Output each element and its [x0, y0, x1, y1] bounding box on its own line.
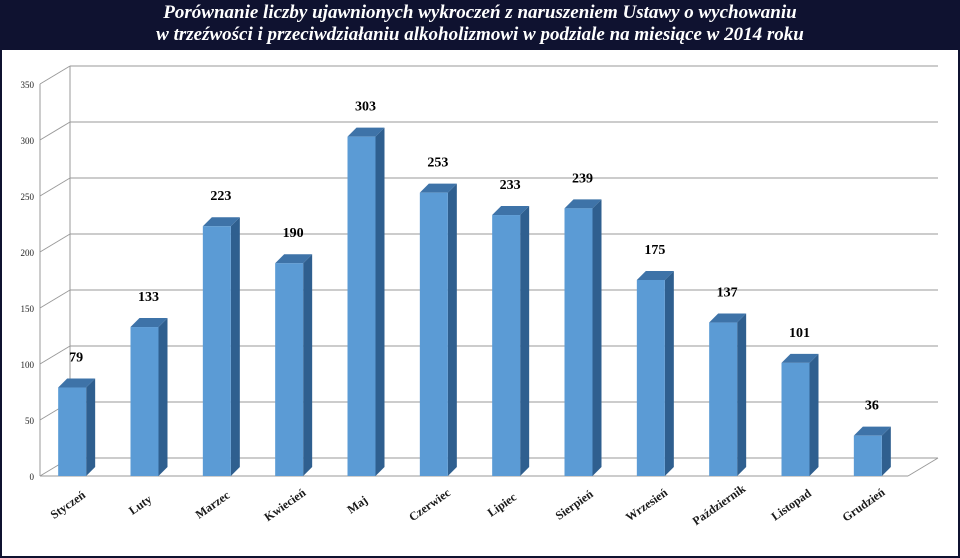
bar	[419, 192, 448, 476]
data-label: 233	[500, 178, 521, 193]
data-label: 175	[644, 243, 665, 258]
bar	[130, 327, 159, 476]
floor-right-edge	[907, 457, 939, 477]
x-tick-label: Listopad	[769, 486, 814, 524]
bar-top	[564, 199, 602, 209]
data-label: 223	[210, 189, 231, 204]
data-label: 36	[865, 399, 879, 414]
gridline-side	[39, 345, 71, 365]
bar-top	[781, 353, 819, 363]
x-tick-label: Luty	[126, 492, 154, 518]
gridline-side	[39, 289, 71, 309]
x-tick-label: Czerwiec	[406, 485, 453, 524]
x-tick-label: Wrzesień	[623, 485, 670, 524]
bar-top	[347, 127, 385, 137]
y-tick-label: 0	[30, 472, 35, 482]
y-tick-label: 350	[21, 80, 35, 90]
bar-top	[202, 217, 240, 227]
gridline-side	[39, 177, 71, 197]
bar	[492, 215, 521, 477]
y-tick-label: 300	[21, 136, 35, 146]
bar	[202, 226, 231, 476]
bar-side	[881, 426, 891, 476]
x-tick-label: Styczeń	[48, 488, 89, 522]
x-tick-label: Sierpień	[553, 487, 596, 523]
y-tick-label: 250	[21, 192, 35, 202]
x-tick-label: Marzec	[193, 488, 233, 522]
y-tick-label: 150	[21, 304, 35, 314]
data-label: 79	[69, 351, 83, 366]
data-label: 137	[717, 286, 738, 301]
bar-top	[492, 206, 530, 216]
y-tick-label: 200	[21, 248, 35, 258]
bar	[58, 387, 87, 476]
bar	[709, 322, 738, 476]
bar-top	[853, 426, 891, 436]
bar-top	[130, 318, 168, 328]
plot-area: 0 50 100 150 200 250 300 350 79 Styczeń 133 Luty 223…	[2, 50, 958, 556]
bar	[275, 263, 304, 476]
bar	[781, 362, 810, 476]
bar-side	[303, 254, 313, 476]
bar	[853, 435, 882, 476]
gridline-side	[39, 233, 71, 253]
bar-side	[520, 206, 530, 477]
bar-top	[636, 271, 674, 280]
bar-side	[86, 378, 96, 476]
bar-top	[275, 254, 313, 264]
bar-side	[737, 313, 747, 476]
y-tick-label: 50	[25, 416, 35, 426]
data-label: 303	[355, 100, 376, 115]
bar-side	[230, 217, 240, 477]
gridline-side	[39, 121, 71, 141]
bar-side	[592, 199, 602, 476]
x-tick-label: Grudzień	[840, 485, 888, 525]
bar-top	[709, 313, 747, 323]
bar-side	[447, 183, 457, 476]
gridline-side	[39, 65, 71, 85]
data-label: 101	[789, 326, 810, 341]
data-label: 133	[138, 290, 159, 305]
bar	[347, 136, 376, 476]
data-label: 239	[572, 171, 593, 186]
chart-title-line-2: w trzeźwości i przeciwdziałaniu alkoholi…	[156, 24, 804, 45]
chart-title: Porównanie liczby ujawnionych wykroczeń …	[0, 0, 960, 52]
data-label: 190	[283, 226, 304, 241]
bar-side	[809, 353, 819, 476]
bar	[564, 208, 593, 476]
bar-side	[375, 127, 385, 476]
x-tick-label: Lipiec	[485, 489, 520, 519]
bar-chart: 0 50 100 150 200 250 300 350 79 Styczeń 133 Luty 223…	[21, 65, 939, 528]
data-label: 253	[427, 156, 448, 171]
y-tick-label: 100	[21, 360, 35, 370]
x-tick-label: Październik	[690, 481, 749, 528]
chart-title-line-1: Porównanie liczby ujawnionych wykroczeń …	[163, 2, 797, 23]
bar	[636, 280, 665, 476]
x-tick-label: Maj	[344, 493, 370, 517]
x-tick-label: Kwiecień	[261, 485, 308, 524]
bar-side	[664, 271, 674, 476]
bar-side	[158, 318, 168, 476]
bar-top	[58, 378, 96, 388]
bar-top	[419, 183, 457, 193]
